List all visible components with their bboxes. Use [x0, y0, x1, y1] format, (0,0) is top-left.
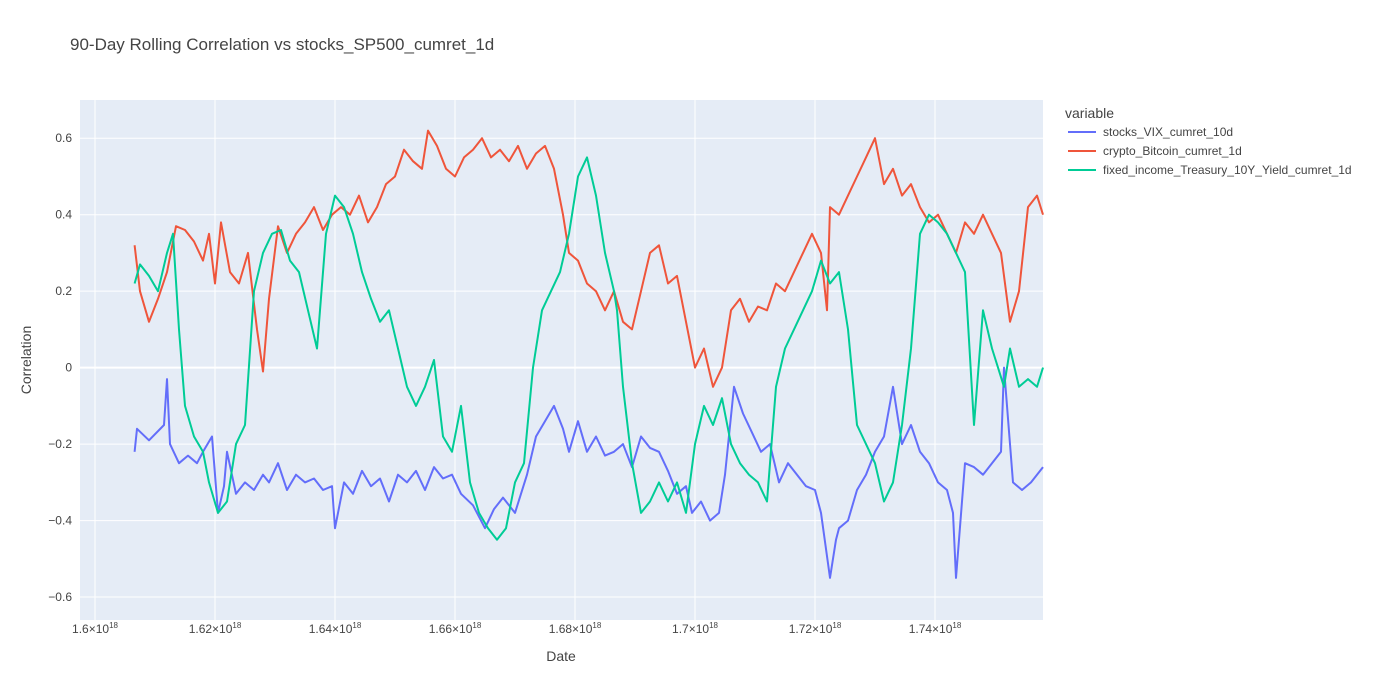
chart-title: 90-Day Rolling Correlation vs stocks_SP5… — [70, 35, 494, 54]
legend-label: fixed_income_Treasury_10Y_Yield_cumret_1… — [1103, 163, 1352, 177]
x-tick-times: ×10 — [572, 622, 593, 636]
x-tick-mantissa: 1.62 — [189, 622, 213, 636]
x-tick-times: ×10 — [212, 622, 233, 636]
legend-item[interactable]: fixed_income_Treasury_10Y_Yield_cumret_1… — [1068, 163, 1352, 177]
legend-item[interactable]: stocks_VIX_cumret_10d — [1068, 125, 1233, 139]
y-tick-label: 0.2 — [55, 284, 72, 298]
x-tick-times: ×10 — [452, 622, 473, 636]
x-tick-mantissa: 1.68 — [549, 622, 573, 636]
x-tick-times: ×10 — [332, 622, 353, 636]
x-tick-exponent: 18 — [109, 621, 118, 630]
x-tick-mantissa: 1.72 — [789, 622, 813, 636]
legend[interactable]: variable stocks_VIX_cumret_10d crypto_Bit… — [1065, 105, 1352, 177]
legend-items[interactable]: stocks_VIX_cumret_10d crypto_Bitcoin_cumr… — [1068, 125, 1352, 177]
series-line-stocks_VIX_cumret_10d[interactable] — [133, 366, 1044, 579]
x-tick-mantissa: 1.74 — [909, 622, 933, 636]
legend-item[interactable]: crypto_Bitcoin_cumret_1d — [1068, 144, 1242, 158]
x-tick-exponent: 18 — [232, 621, 241, 630]
x-tick-times: ×10 — [812, 622, 833, 636]
x-tick-mantissa: 1.66 — [429, 622, 453, 636]
y-tick-label: 0.6 — [55, 131, 72, 145]
series-line-fixed_income_Treasury_10Y_Yield_cumret_1d[interactable] — [133, 156, 1044, 541]
y-tick-label: 0 — [65, 361, 72, 375]
grid-lines — [80, 100, 1043, 620]
x-tick-exponent: 18 — [472, 621, 481, 630]
x-tick-times: ×10 — [89, 622, 110, 636]
x-tick-label: 1.62×1018 — [189, 621, 242, 636]
x-tick-label: 1.6×1018 — [72, 621, 118, 636]
x-tick-label: 1.68×1018 — [549, 621, 602, 636]
x-tick-label: 1.72×1018 — [789, 621, 842, 636]
legend-label: stocks_VIX_cumret_10d — [1103, 125, 1233, 139]
x-tick-exponent: 18 — [592, 621, 601, 630]
x-tick-mantissa: 1.64 — [309, 622, 333, 636]
series-lines — [133, 129, 1044, 579]
x-tick-label: 1.7×1018 — [672, 621, 718, 636]
x-tick-exponent: 18 — [709, 621, 718, 630]
x-tick-exponent: 18 — [952, 621, 961, 630]
y-tick-label: −0.6 — [48, 590, 72, 604]
x-tick-exponent: 18 — [352, 621, 361, 630]
x-tick-exponent: 18 — [832, 621, 841, 630]
x-tick-times: ×10 — [932, 622, 953, 636]
x-axis-title: Date — [546, 648, 576, 664]
legend-label: crypto_Bitcoin_cumret_1d — [1103, 144, 1242, 158]
x-axis-ticks: 1.6×1018 1.62×1018 1.64×1018 1.66×1018 1.68×… — [72, 621, 962, 636]
y-tick-label: 0.4 — [55, 208, 72, 222]
x-tick-label: 1.66×1018 — [429, 621, 482, 636]
y-tick-label: −0.2 — [48, 437, 72, 451]
x-tick-mantissa: 1.6 — [72, 622, 89, 636]
y-tick-label: −0.4 — [48, 514, 72, 528]
x-tick-label: 1.64×1018 — [309, 621, 362, 636]
x-tick-times: ×10 — [689, 622, 710, 636]
series-line-crypto_Bitcoin_cumret_1d[interactable] — [133, 129, 1044, 388]
legend-title: variable — [1065, 105, 1114, 121]
plot-background — [80, 100, 1043, 620]
y-axis-ticks: 0.6 0.4 0.2 0 −0.2 −0.4 −0.6 — [48, 131, 72, 604]
x-tick-mantissa: 1.7 — [672, 622, 689, 636]
y-axis-title: Correlation — [18, 326, 34, 394]
x-tick-label: 1.74×1018 — [909, 621, 962, 636]
